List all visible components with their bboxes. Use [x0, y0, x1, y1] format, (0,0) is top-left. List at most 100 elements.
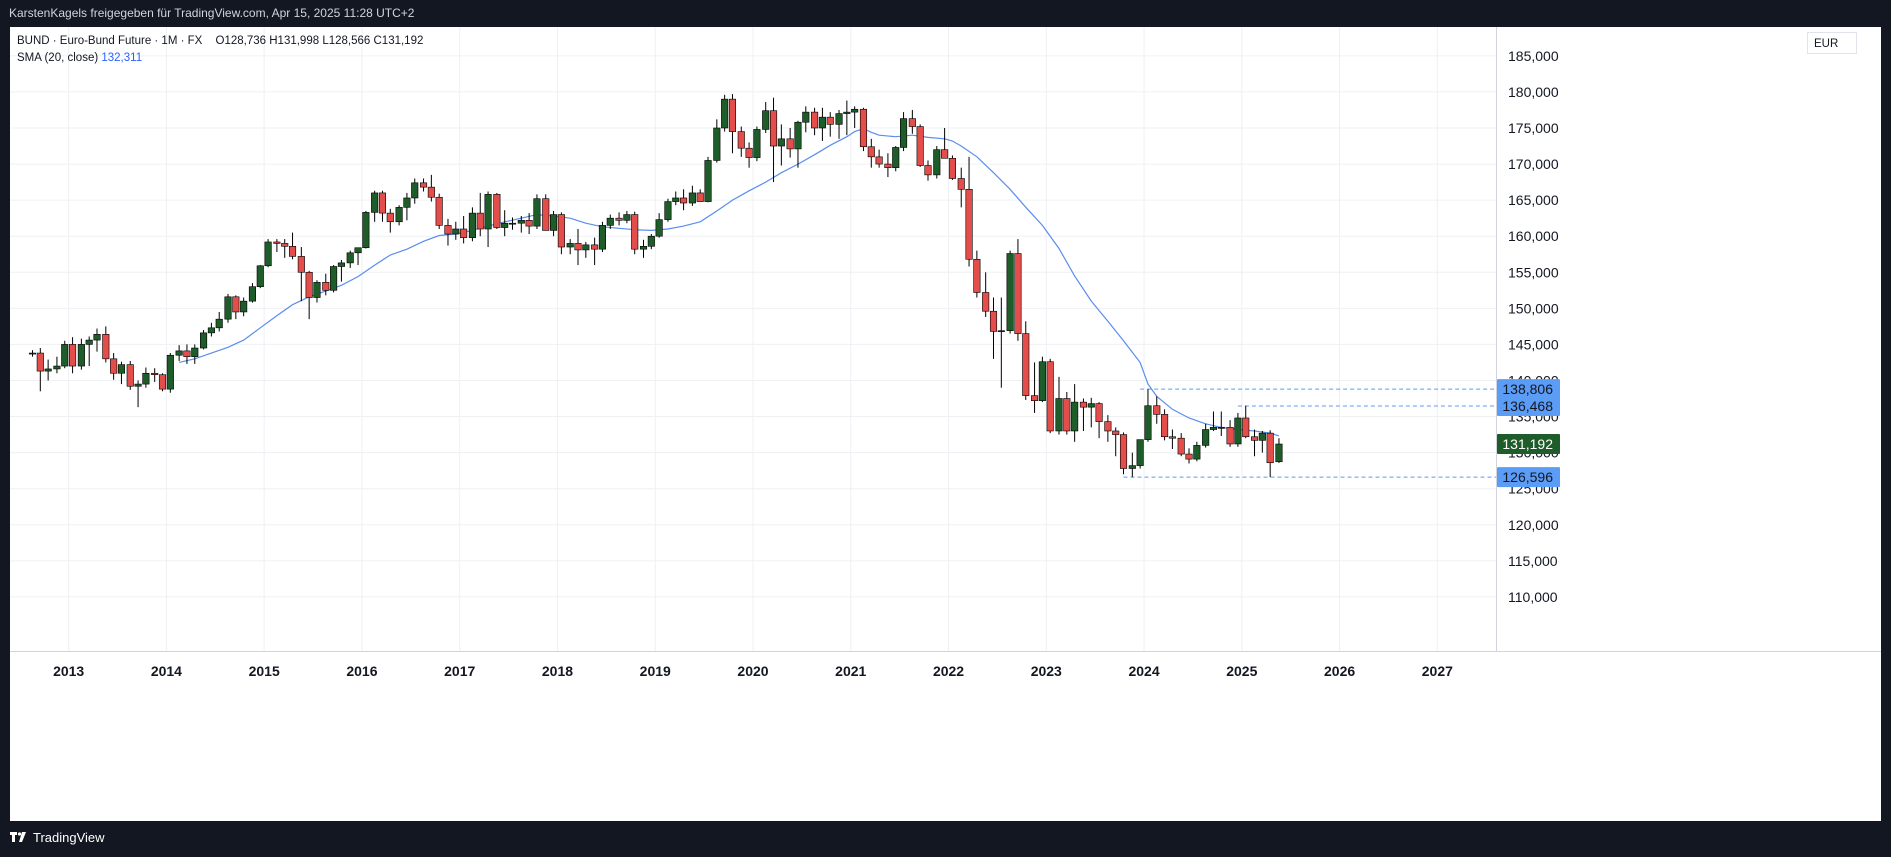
candle-body	[200, 332, 208, 349]
x-tick-label: 2027	[1422, 663, 1453, 679]
candle	[557, 212, 565, 255]
candle-body	[1119, 434, 1128, 469]
candle	[346, 250, 354, 268]
candle	[1095, 402, 1103, 439]
candle-body	[305, 271, 313, 298]
candle-body	[639, 246, 648, 250]
candle-body	[737, 131, 745, 149]
candle-body	[802, 111, 810, 123]
candle	[672, 191, 680, 206]
candle	[224, 293, 232, 323]
candle-body	[44, 368, 52, 372]
candle-body	[476, 212, 484, 230]
candle-body	[811, 111, 819, 129]
candle	[818, 107, 826, 141]
candle-body	[1266, 432, 1274, 464]
candle-body	[542, 198, 550, 231]
candle	[305, 270, 313, 320]
candle	[330, 265, 338, 293]
candle-body	[533, 198, 541, 227]
candle-body	[501, 222, 509, 228]
candle-body	[517, 220, 525, 224]
candle	[1202, 423, 1210, 448]
candle-body	[484, 194, 492, 230]
candle-body	[1168, 436, 1176, 439]
candle	[574, 228, 582, 266]
candle	[1055, 376, 1063, 435]
candle	[273, 239, 281, 253]
x-tick-label: 2022	[933, 663, 964, 679]
candle-body	[264, 241, 272, 267]
candle	[232, 295, 240, 320]
candle	[753, 126, 761, 162]
brand[interactable]: TradingView	[10, 830, 105, 845]
candle-body	[557, 214, 565, 248]
candle-body	[835, 113, 843, 125]
candle-body	[908, 118, 916, 127]
candle-body	[378, 192, 387, 214]
x-tick-label: 2021	[835, 663, 866, 679]
candle-body	[948, 157, 956, 179]
candle-body	[183, 350, 191, 357]
candle	[69, 337, 77, 374]
candle	[411, 178, 419, 204]
candle	[1193, 441, 1201, 462]
candle	[811, 107, 819, 136]
candle	[826, 112, 834, 137]
candle	[484, 191, 492, 248]
candle	[207, 322, 215, 337]
sma-line	[178, 128, 1280, 437]
candle	[354, 247, 362, 266]
candle	[28, 350, 37, 357]
candle-body	[997, 330, 1005, 333]
candle	[550, 210, 558, 237]
candle	[737, 126, 745, 157]
candle-body	[647, 235, 655, 247]
candle-body	[248, 286, 257, 302]
candle	[93, 328, 101, 352]
candle	[892, 146, 900, 172]
candle	[664, 198, 672, 222]
candle-body	[346, 252, 354, 264]
level-price-label: 136,468	[1497, 395, 1560, 416]
y-tick-label: 145,000	[1508, 336, 1559, 352]
price-chart[interactable]: 110,000115,000120,000125,000130,000135,0…	[10, 27, 1881, 821]
candle-body	[1055, 398, 1063, 432]
candle-body	[655, 219, 663, 237]
candle-body	[753, 129, 761, 158]
candle-body	[1046, 361, 1054, 432]
y-tick-label: 150,000	[1508, 300, 1559, 316]
symbol-label[interactable]: BUND · Euro-Bund Future · 1M · FX	[17, 35, 203, 47]
candle	[680, 189, 688, 211]
candle	[386, 208, 394, 233]
candle-body	[322, 282, 330, 291]
candle-body	[427, 186, 435, 198]
candle	[1217, 411, 1225, 437]
candle-body	[680, 197, 688, 204]
candle-body	[1079, 401, 1087, 408]
candle	[802, 106, 810, 133]
candle-body	[762, 110, 770, 130]
x-tick-label: 2024	[1128, 663, 1159, 679]
candle	[875, 149, 883, 168]
candle	[281, 239, 289, 258]
candle-body	[1071, 401, 1079, 432]
candle-body	[191, 347, 199, 357]
sma-label[interactable]: SMA (20, close)	[17, 52, 99, 64]
candle	[859, 107, 868, 152]
y-tick-label: 185,000	[1508, 48, 1559, 64]
candle-body	[672, 197, 680, 202]
candle	[313, 280, 321, 303]
candle	[908, 109, 916, 134]
candle-body	[769, 110, 778, 147]
candle-body	[126, 364, 134, 387]
candle	[1104, 415, 1112, 442]
candle-body	[215, 318, 223, 329]
chart-frame[interactable]	[10, 27, 1881, 821]
candle	[542, 194, 550, 231]
candle-body	[957, 178, 965, 190]
x-tick-label: 2020	[737, 663, 768, 679]
candle-body	[28, 352, 37, 355]
currency-label[interactable]: EUR	[1807, 32, 1857, 54]
candle	[973, 250, 981, 298]
